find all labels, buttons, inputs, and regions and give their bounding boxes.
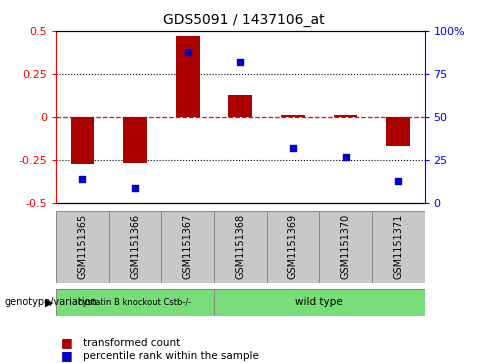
- FancyBboxPatch shape: [372, 211, 425, 283]
- FancyBboxPatch shape: [266, 211, 319, 283]
- Point: [131, 185, 139, 191]
- Text: GSM1151366: GSM1151366: [130, 214, 140, 280]
- Point: [289, 145, 297, 151]
- Text: wild type: wild type: [295, 297, 343, 307]
- Text: GSM1151370: GSM1151370: [341, 214, 350, 280]
- Text: ■: ■: [61, 337, 73, 350]
- Point: [79, 176, 86, 182]
- FancyBboxPatch shape: [214, 289, 425, 316]
- Point: [237, 59, 244, 65]
- Bar: [281, 115, 305, 117]
- Text: GDS5091 / 1437106_at: GDS5091 / 1437106_at: [163, 13, 325, 27]
- Bar: [228, 95, 252, 117]
- Text: GSM1151369: GSM1151369: [288, 214, 298, 280]
- FancyBboxPatch shape: [214, 211, 266, 283]
- Text: cystatin B knockout Cstb-/-: cystatin B knockout Cstb-/-: [79, 298, 192, 307]
- Text: GSM1151365: GSM1151365: [78, 214, 87, 280]
- Bar: [123, 117, 147, 163]
- FancyBboxPatch shape: [56, 289, 214, 316]
- FancyBboxPatch shape: [162, 211, 214, 283]
- Text: GSM1151371: GSM1151371: [393, 214, 403, 280]
- FancyBboxPatch shape: [56, 211, 109, 283]
- Point: [342, 154, 349, 160]
- Text: genotype/variation: genotype/variation: [5, 297, 98, 307]
- Bar: [386, 117, 410, 146]
- Text: ▶: ▶: [45, 297, 54, 307]
- Text: GSM1151368: GSM1151368: [235, 214, 245, 280]
- Text: ■: ■: [61, 349, 73, 362]
- FancyBboxPatch shape: [109, 211, 162, 283]
- Bar: [334, 115, 357, 117]
- Bar: [176, 36, 200, 117]
- Text: GSM1151367: GSM1151367: [183, 214, 193, 280]
- Point: [184, 49, 192, 54]
- Point: [394, 178, 402, 184]
- Text: percentile rank within the sample: percentile rank within the sample: [83, 351, 259, 361]
- Text: transformed count: transformed count: [83, 338, 180, 348]
- Bar: [71, 117, 94, 164]
- FancyBboxPatch shape: [319, 211, 372, 283]
